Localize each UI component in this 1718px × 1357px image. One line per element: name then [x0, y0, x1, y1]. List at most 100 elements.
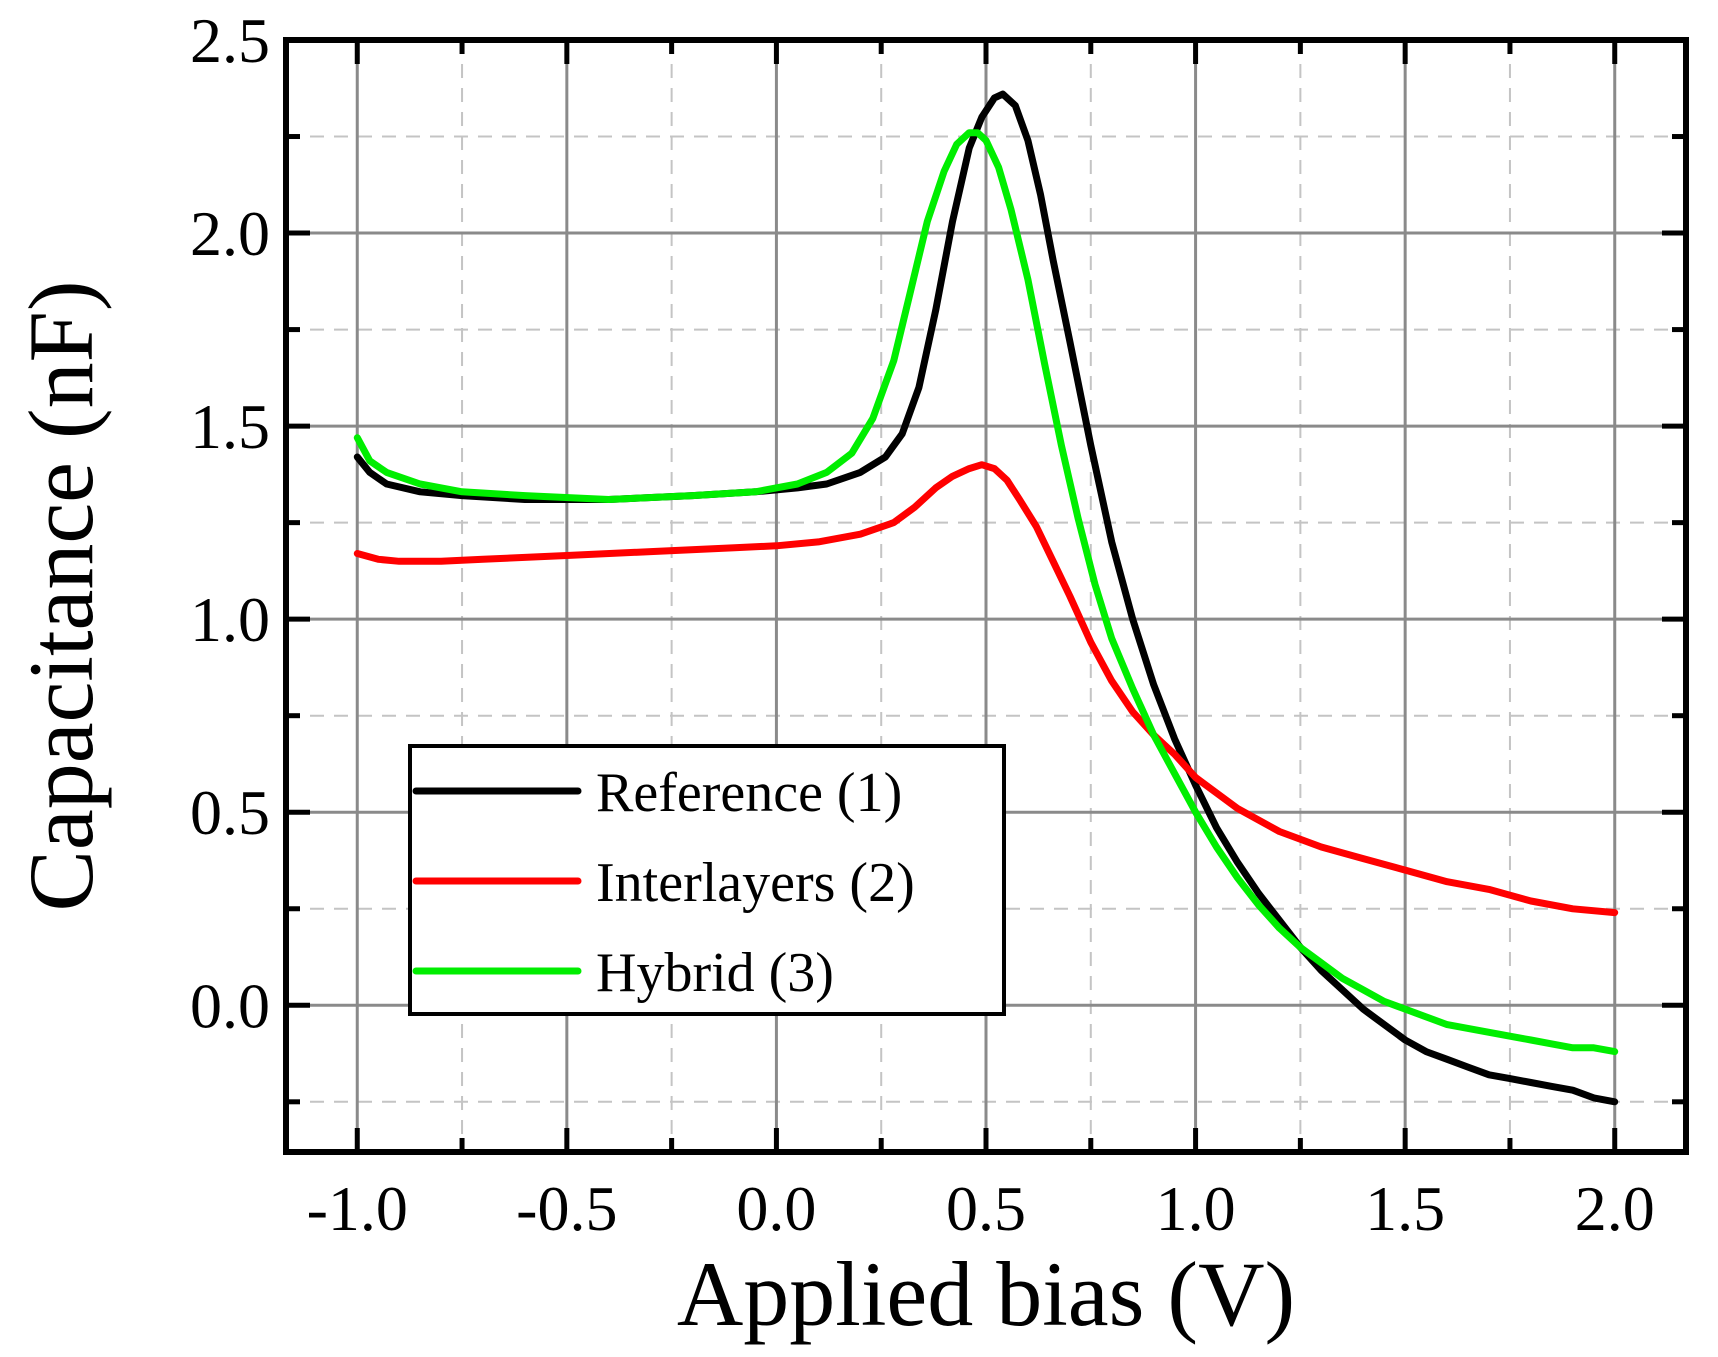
data-point-hybrid-3	[354, 434, 361, 441]
data-point-interlayers-2	[773, 542, 780, 549]
data-point-reference-1	[823, 481, 830, 487]
data-point-reference-1	[1339, 986, 1346, 993]
data-point-hybrid-3	[823, 469, 830, 476]
data-point-reference-1	[1087, 442, 1094, 449]
data-point-interlayers-2	[1569, 905, 1576, 912]
data-point-hybrid-3	[1548, 1040, 1555, 1047]
data-point-hybrid-3	[689, 492, 696, 499]
data-point-interlayers-2	[563, 552, 570, 559]
data-point-reference-1	[1037, 191, 1044, 198]
data-point-interlayers-2	[932, 484, 939, 491]
data-point-hybrid-3	[907, 288, 914, 294]
data-point-hybrid-3	[1276, 925, 1283, 932]
data-point-reference-1	[354, 454, 361, 460]
data-point-hybrid-3	[1092, 581, 1098, 588]
y-tick-labels: 0.0 0.5 1.0 1.5 2.0 2.5	[190, 5, 270, 1041]
data-point-reference-1	[1171, 735, 1178, 742]
data-point-interlayers-2	[1066, 593, 1073, 599]
data-point-hybrid-3	[1590, 1044, 1597, 1051]
legend-label-reference: Reference (1)	[596, 762, 902, 824]
data-point-hybrid-3	[1058, 442, 1065, 449]
data-point-hybrid-3	[1129, 685, 1136, 692]
data-point-hybrid-3	[366, 457, 373, 464]
data-point-reference-1	[1234, 859, 1241, 866]
data-point-interlayers-2	[1050, 558, 1057, 565]
data-point-hybrid-3	[794, 481, 801, 487]
x-tick-label: -1.0	[307, 1173, 408, 1244]
data-point-interlayers-2	[1527, 898, 1534, 904]
data-point-interlayers-2	[375, 556, 382, 563]
data-point-hybrid-3	[1171, 770, 1178, 777]
data-point-reference-1	[1423, 1048, 1430, 1055]
data-point-reference-1	[1569, 1087, 1576, 1094]
y-tick-label: 2.5	[190, 5, 270, 76]
data-point-reference-1	[1381, 1021, 1388, 1028]
data-point-reference-1	[1255, 890, 1262, 897]
data-point-reference-1	[1590, 1094, 1597, 1101]
data-point-reference-1	[966, 145, 973, 152]
data-point-hybrid-3	[1108, 635, 1115, 642]
data-point-hybrid-3	[890, 357, 897, 364]
data-point-hybrid-3	[1527, 1037, 1534, 1043]
data-point-interlayers-2	[949, 473, 956, 480]
data-point-reference-1	[999, 91, 1006, 98]
data-point-interlayers-2	[354, 550, 361, 557]
data-point-hybrid-3	[1192, 809, 1199, 816]
data-point-hybrid-3	[941, 168, 948, 175]
data-point-hybrid-3	[924, 218, 931, 225]
x-tick-label: 1.0	[1156, 1173, 1236, 1244]
data-point-reference-1	[882, 454, 889, 460]
data-point-hybrid-3	[1381, 998, 1388, 1005]
data-point-interlayers-2	[890, 519, 897, 526]
data-point-hybrid-3	[1339, 975, 1346, 982]
data-point-hybrid-3	[605, 496, 612, 503]
data-point-reference-1	[1465, 1064, 1471, 1071]
data-point-hybrid-3	[1423, 1013, 1430, 1020]
data-point-interlayers-2	[731, 544, 738, 551]
data-point-hybrid-3	[1402, 1006, 1409, 1013]
data-point-hybrid-3	[953, 141, 960, 148]
data-point-interlayers-2	[1486, 886, 1492, 893]
data-point-interlayers-2	[1234, 805, 1241, 812]
data-point-interlayers-2	[647, 548, 654, 555]
data-point-hybrid-3	[383, 469, 390, 476]
data-point-hybrid-3	[1008, 206, 1015, 213]
data-point-reference-1	[1402, 1037, 1409, 1043]
data-point-hybrid-3	[417, 481, 424, 487]
data-point-reference-1	[1024, 137, 1031, 144]
data-point-hybrid-3	[1234, 874, 1241, 881]
tick-marks	[286, 37, 1686, 1152]
data-point-reference-1	[1129, 616, 1136, 623]
y-tick-label: 0.0	[190, 970, 270, 1041]
data-point-reference-1	[915, 384, 922, 391]
x-tick-label: 0.5	[946, 1173, 1026, 1244]
data-point-reference-1	[1527, 1079, 1534, 1086]
data-point-interlayers-2	[1192, 774, 1199, 781]
data-point-hybrid-3	[1444, 1021, 1451, 1028]
y-axis-title: Capacitance (nF)	[10, 281, 112, 912]
data-point-reference-1	[1150, 681, 1157, 688]
data-point-reference-1	[1108, 538, 1115, 545]
x-axis-title: Applied bias (V)	[677, 1243, 1295, 1345]
data-point-interlayers-2	[857, 531, 864, 538]
data-point-interlayers-2	[1276, 828, 1283, 835]
series-hybrid-3	[353, 129, 1619, 1056]
data-point-reference-1	[1548, 1083, 1555, 1090]
data-point-reference-1	[1486, 1071, 1492, 1078]
data-point-hybrid-3	[521, 492, 528, 499]
data-point-interlayers-2	[438, 558, 445, 565]
data-point-interlayers-2	[966, 465, 973, 472]
data-point-reference-1	[949, 218, 956, 225]
data-point-interlayers-2	[1611, 909, 1618, 916]
data-point-reference-1	[1360, 1006, 1367, 1013]
data-point-hybrid-3	[1041, 361, 1048, 368]
data-point-reference-1	[857, 469, 864, 476]
data-point-hybrid-3	[966, 129, 973, 136]
series-interlayers-2	[353, 461, 1619, 917]
data-point-reference-1	[932, 307, 939, 314]
data-point-reference-1	[1050, 257, 1057, 264]
legend-label-hybrid: Hybrid (3)	[596, 942, 834, 1004]
legend: Reference (1) Interlayers (2) Hybrid (3)	[408, 744, 1006, 1016]
data-point-interlayers-2	[1171, 751, 1178, 758]
data-point-reference-1	[1012, 102, 1019, 109]
